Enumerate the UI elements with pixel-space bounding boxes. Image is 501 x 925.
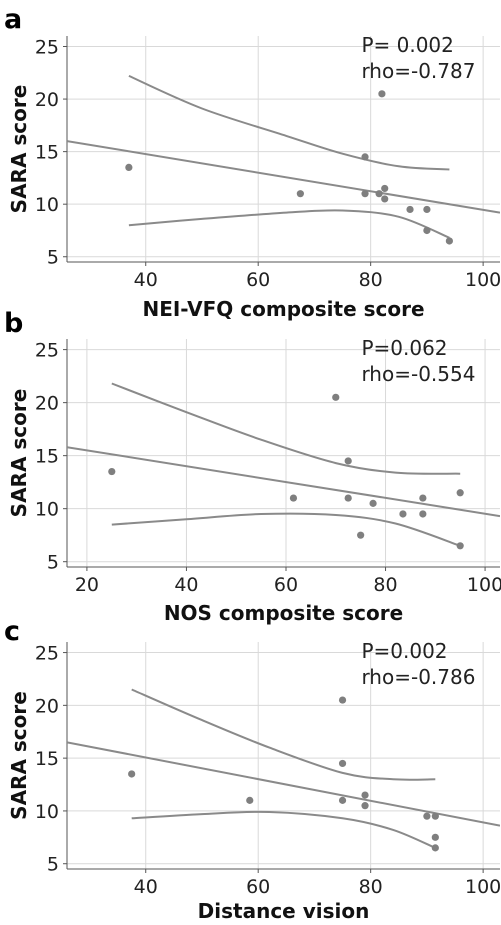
x-tick-label: 100 <box>467 574 501 596</box>
x-axis-label: NEI-VFQ composite score <box>142 297 424 321</box>
y-tick-label: 20 <box>35 695 59 717</box>
data-point <box>369 499 377 507</box>
data-point <box>381 195 389 203</box>
rho-label: rho=-0.786 <box>361 665 475 689</box>
data-point <box>357 531 365 539</box>
data-point <box>338 696 347 704</box>
x-tick-label: 80 <box>359 269 383 291</box>
x-tick-label: 100 <box>465 876 501 898</box>
x-tick-label: 40 <box>134 269 158 291</box>
data-point <box>125 163 133 171</box>
x-tick-label: 20 <box>75 574 99 596</box>
y-tick-label: 20 <box>35 89 59 111</box>
data-point <box>361 802 369 810</box>
panel-letter: b <box>4 308 23 339</box>
y-tick-label: 10 <box>35 801 59 823</box>
panel-letter: c <box>4 616 20 647</box>
ci-upper-line <box>131 688 436 781</box>
y-tick-label: 25 <box>35 643 59 665</box>
data-point <box>456 489 464 497</box>
x-tick-label: 60 <box>274 574 298 596</box>
panel-letter: a <box>4 4 22 35</box>
data-point <box>338 759 347 768</box>
rho-label: rho=-0.554 <box>361 362 475 386</box>
x-tick-label: 40 <box>174 574 198 596</box>
data-point <box>128 770 136 778</box>
data-point <box>361 190 369 198</box>
data-point <box>419 510 427 518</box>
y-axis-label: SARA score <box>7 389 31 518</box>
data-point <box>338 796 347 804</box>
x-axis-label: Distance vision <box>198 899 370 923</box>
ci-lower-line <box>131 810 436 849</box>
ci-lower-line <box>111 512 461 547</box>
y-axis-label: SARA score <box>7 691 31 820</box>
data-point <box>456 542 464 550</box>
y-tick-label: 15 <box>35 748 59 770</box>
regression-line <box>67 446 500 518</box>
data-point <box>431 844 439 852</box>
data-point <box>332 393 340 401</box>
data-point <box>375 190 383 198</box>
ci-upper-line <box>128 74 450 171</box>
data-point <box>246 796 254 804</box>
data-point <box>344 494 352 502</box>
data-point <box>378 90 386 98</box>
p-value-label: P=0.062 <box>361 336 447 360</box>
y-tick-label: 25 <box>35 37 59 59</box>
data-point <box>423 226 431 235</box>
data-point <box>381 184 389 193</box>
data-point <box>361 153 369 161</box>
data-point <box>419 494 427 502</box>
y-tick-label: 5 <box>47 247 59 269</box>
data-point <box>431 812 439 820</box>
rho-label: rho=-0.787 <box>361 59 475 83</box>
data-point <box>361 791 369 799</box>
y-tick-label: 10 <box>35 194 59 216</box>
x-tick-label: 80 <box>359 876 383 898</box>
y-axis-label: SARA score <box>7 85 31 214</box>
x-tick-label: 80 <box>373 574 397 596</box>
y-tick-label: 10 <box>35 499 59 521</box>
x-tick-label: 40 <box>134 876 158 898</box>
data-point <box>423 812 431 820</box>
data-point <box>431 833 439 841</box>
ci-lower-line <box>128 209 450 239</box>
x-tick-label: 60 <box>246 876 270 898</box>
data-point <box>423 205 431 214</box>
data-point <box>296 190 304 198</box>
p-value-label: P= 0.002 <box>361 33 453 57</box>
regression-line <box>67 140 500 214</box>
p-value-label: P=0.002 <box>361 639 447 663</box>
data-point <box>108 467 116 476</box>
data-point <box>344 457 352 465</box>
y-tick-label: 5 <box>47 552 59 574</box>
data-point <box>445 237 453 245</box>
regression-line <box>67 741 500 827</box>
x-axis-label: NOS composite score <box>164 601 403 625</box>
y-tick-label: 20 <box>35 393 59 415</box>
y-tick-label: 15 <box>35 142 59 164</box>
x-tick-label: 60 <box>246 269 270 291</box>
data-point <box>289 494 298 502</box>
y-tick-label: 5 <box>47 854 59 876</box>
data-point <box>399 510 407 518</box>
y-tick-label: 15 <box>35 446 59 468</box>
ci-upper-line <box>111 382 461 475</box>
data-point <box>406 205 414 214</box>
x-tick-label: 100 <box>465 269 501 291</box>
y-tick-label: 25 <box>35 340 59 362</box>
